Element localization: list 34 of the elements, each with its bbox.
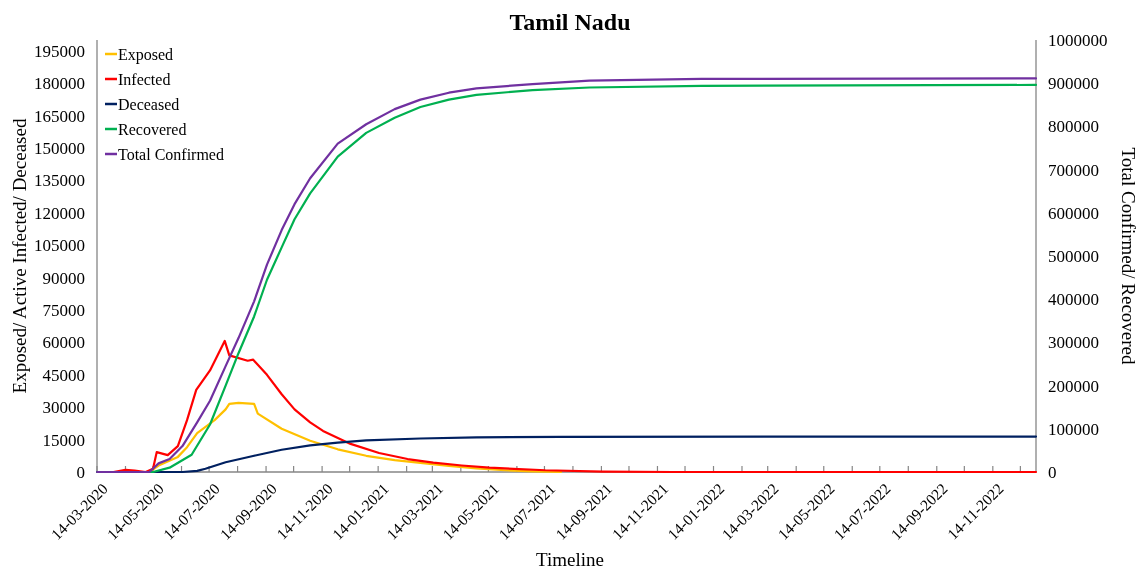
- y-tick-label: 150000: [34, 138, 85, 158]
- y-tick-label: 15000: [42, 430, 85, 450]
- y2-axis-title: Total Confirmed/ Recovered: [1118, 147, 1139, 366]
- legend-label: Recovered: [118, 120, 187, 138]
- y2-tick-label: 600000: [1048, 203, 1099, 223]
- y-tick-label: 165000: [34, 106, 85, 126]
- y-tick-label: 135000: [34, 171, 85, 191]
- y2-tick-label: 800000: [1048, 117, 1099, 137]
- y2-tick-label: 400000: [1048, 290, 1099, 310]
- y-tick-label: 195000: [34, 41, 85, 61]
- y2-tick-label: 500000: [1048, 246, 1099, 266]
- y-tick-label: 105000: [34, 236, 85, 256]
- legend-label: Total Confirmed: [118, 145, 224, 163]
- y2-tick-label: 900000: [1048, 74, 1099, 94]
- y-tick-label: 30000: [42, 398, 85, 418]
- legend-label: Exposed: [118, 45, 174, 64]
- legend-label: Infected: [118, 70, 171, 88]
- y2-tick-label: 0: [1048, 462, 1057, 482]
- y-tick-label: 120000: [34, 203, 85, 223]
- y-tick-label: 45000: [42, 365, 85, 385]
- y-axis-title: Exposed/ Active Infected/ Deceased: [9, 118, 30, 394]
- y2-tick-label: 200000: [1048, 376, 1099, 396]
- y2-tick-label: 100000: [1048, 419, 1099, 439]
- y2-tick-label: 700000: [1048, 160, 1099, 180]
- y-tick-label: 0: [76, 462, 85, 482]
- y-tick-label: 90000: [42, 268, 85, 288]
- y-tick-label: 75000: [42, 300, 85, 320]
- y-tick-label: 180000: [34, 74, 85, 94]
- legend-label: Deceased: [118, 95, 180, 113]
- y-tick-label: 60000: [42, 333, 85, 353]
- x-axis-title: Timeline: [536, 549, 604, 570]
- chart-title: Tamil Nadu: [509, 9, 631, 35]
- y2-tick-label: 300000: [1048, 333, 1099, 353]
- y2-tick-label: 1000000: [1048, 30, 1108, 50]
